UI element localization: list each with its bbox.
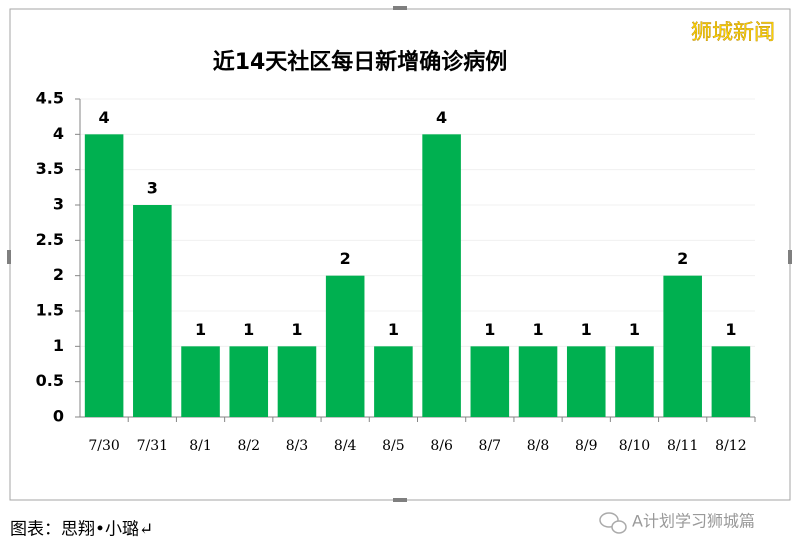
x-tick-label: 7/31 [137,438,168,454]
bar [566,346,606,417]
chart-title: 近14天社区每日新增确诊病例 [213,49,508,75]
value-label: 1 [291,320,302,339]
value-label: 2 [677,249,688,268]
x-tick-label: 8/3 [286,438,309,454]
value-label: 1 [725,320,736,339]
value-label: 3 [147,179,158,198]
value-label: 1 [581,320,592,339]
bar [277,346,317,417]
footer-caption: 图表：思翔•小璐↵ [10,520,153,540]
watermark-icon [599,512,627,534]
value-label: 4 [99,108,110,127]
bar [615,346,654,417]
value-label: 1 [388,320,399,339]
value-label: 4 [436,108,447,127]
value-label: 1 [243,320,254,339]
y-tick-label: 4.5 [36,89,64,108]
chart-frame [9,8,791,501]
y-tick-label: 0 [53,407,64,426]
x-tick-label: 8/10 [619,438,650,454]
x-tick-label: 8/5 [382,438,405,454]
value-label: 1 [532,320,543,339]
bar [181,346,220,417]
value-label: 2 [340,249,351,268]
frame-handles [7,6,792,502]
bar [663,275,702,417]
x-tick-label: 8/9 [575,438,598,454]
x-tick-label: 8/6 [430,438,453,454]
x-tick-label: 8/12 [715,438,746,454]
bar [422,134,461,418]
x-tick-label: 8/1 [189,438,212,454]
bar [84,134,124,418]
bar [229,346,269,417]
bar [374,346,413,417]
x-tick-label: 7/30 [88,438,119,454]
badge: 狮城新闻 [691,20,775,44]
value-label: 1 [195,320,206,339]
y-tick-label: 1.5 [36,301,64,320]
x-tick-label: 8/4 [334,438,357,454]
x-tick-label: 8/11 [667,438,698,454]
x-tick-label: 8/7 [479,438,502,454]
bar [518,346,558,417]
bar [470,346,510,417]
bar [325,275,365,417]
y-tick-label: 0.5 [36,371,64,390]
footer-watermark: A计划学习狮城篇 [632,512,755,531]
y-tick-label: 3.5 [36,159,64,178]
y-tick-label: 4 [53,124,64,143]
x-tick-label: 8/8 [527,438,550,454]
y-tick-label: 2 [53,265,64,284]
value-label: 1 [629,320,640,339]
value-label: 1 [484,320,495,339]
bar [133,205,172,417]
y-tick-label: 2.5 [36,230,64,249]
y-tick-label: 1 [53,336,64,355]
y-tick-label: 3 [53,195,64,214]
x-tick-label: 8/2 [237,438,260,454]
bar [711,346,751,417]
